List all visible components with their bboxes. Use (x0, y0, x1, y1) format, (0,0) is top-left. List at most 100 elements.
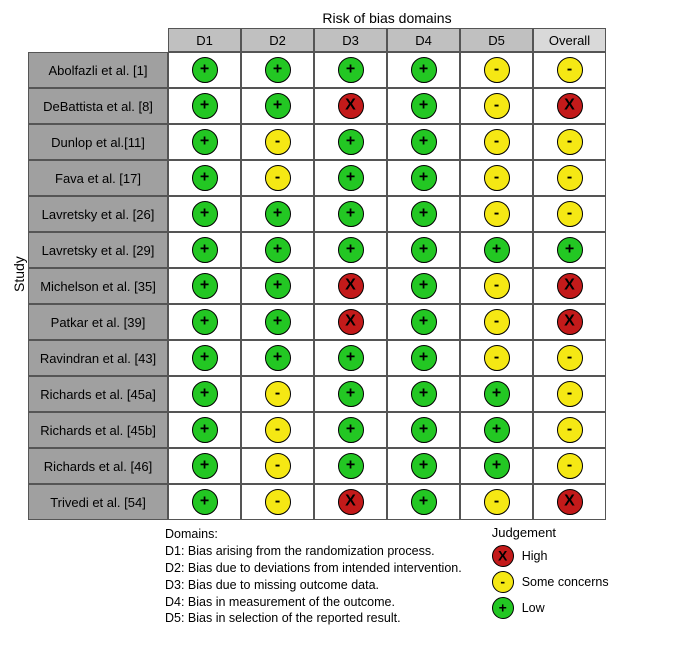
low-risk-icon: + (411, 417, 437, 443)
judgement-label: High (522, 550, 548, 563)
rating-cell: + (241, 232, 314, 268)
rating-cell: - (460, 88, 533, 124)
rating-cell: + (387, 232, 460, 268)
rating-cell: + (168, 196, 241, 232)
col-header-d5: D5 (460, 28, 533, 52)
row-header: Abolfazli et al. [1] (28, 52, 168, 88)
rating-cell: + (168, 88, 241, 124)
low-risk-icon: + (338, 201, 364, 227)
high-risk-icon: X (338, 93, 364, 119)
rating-cell: + (387, 448, 460, 484)
rating-cell: + (460, 448, 533, 484)
rating-cell: + (168, 124, 241, 160)
rating-cell: + (387, 376, 460, 412)
some-risk-icon: - (484, 201, 510, 227)
low-risk-icon: + (484, 381, 510, 407)
rating-cell: + (168, 160, 241, 196)
high-risk-icon: X (338, 489, 364, 515)
some-risk-icon: - (557, 57, 583, 83)
domain-line: D1: Bias arising from the randomization … (165, 543, 462, 560)
low-risk-icon: + (338, 129, 364, 155)
high-risk-icon: X (338, 309, 364, 335)
low-risk-icon: + (338, 453, 364, 479)
rating-cell: - (533, 52, 606, 88)
some-risk-icon: - (557, 129, 583, 155)
rating-cell: X (314, 268, 387, 304)
low-risk-icon: + (192, 489, 218, 515)
low-risk-icon: + (192, 165, 218, 191)
low-risk-icon: + (411, 489, 437, 515)
row-header: Ravindran et al. [43] (28, 340, 168, 376)
low-risk-icon: + (411, 381, 437, 407)
judgement-item: + Low (492, 597, 609, 619)
row-header: DeBattista et al. [8] (28, 88, 168, 124)
rating-cell: + (168, 412, 241, 448)
rating-cell: + (241, 304, 314, 340)
rating-cell: X (533, 484, 606, 520)
low-risk-icon: + (265, 201, 291, 227)
low-risk-icon: + (265, 345, 291, 371)
rating-cell: + (168, 340, 241, 376)
low-risk-icon: + (411, 453, 437, 479)
rating-cell: + (387, 412, 460, 448)
judgement-item: -Some concerns (492, 571, 609, 593)
rating-cell: - (533, 376, 606, 412)
rating-cell: + (314, 340, 387, 376)
col-header-d4: D4 (387, 28, 460, 52)
legend-area: Domains: D1: Bias arising from the rando… (10, 526, 609, 627)
rating-cell: + (241, 340, 314, 376)
row-header: Trivedi et al. [54] (28, 484, 168, 520)
low-risk-icon: + (192, 237, 218, 263)
low-risk-icon: + (338, 57, 364, 83)
row-header: Richards et al. [45a] (28, 376, 168, 412)
judgement-title: Judgement (492, 526, 609, 539)
low-risk-icon: + (492, 597, 514, 619)
rating-cell: + (168, 304, 241, 340)
risk-of-bias-chart: Risk of bias domainsStudyD1D2D3D4D5Overa… (10, 10, 609, 627)
rating-cell: X (533, 268, 606, 304)
low-risk-icon: + (411, 309, 437, 335)
some-risk-icon: - (557, 345, 583, 371)
some-risk-icon: - (265, 165, 291, 191)
judgement-label: Low (522, 602, 545, 615)
low-risk-icon: + (411, 237, 437, 263)
col-header-overall: Overall (533, 28, 606, 52)
rating-cell: X (533, 88, 606, 124)
col-header-d3: D3 (314, 28, 387, 52)
rating-cell: X (314, 304, 387, 340)
rating-cell: + (314, 196, 387, 232)
low-risk-icon: + (411, 93, 437, 119)
domain-line: D3: Bias due to missing outcome data. (165, 577, 462, 594)
high-risk-icon: X (557, 309, 583, 335)
low-risk-icon: + (411, 57, 437, 83)
some-risk-icon: - (265, 489, 291, 515)
low-risk-icon: + (338, 345, 364, 371)
some-risk-icon: - (265, 129, 291, 155)
some-risk-icon: - (484, 165, 510, 191)
some-risk-icon: - (484, 489, 510, 515)
high-risk-icon: X (492, 545, 514, 567)
low-risk-icon: + (192, 129, 218, 155)
high-risk-icon: X (557, 489, 583, 515)
low-risk-icon: + (557, 237, 583, 263)
rating-cell: - (241, 448, 314, 484)
columns-title: Risk of bias domains (168, 10, 606, 28)
rating-cell: + (387, 52, 460, 88)
some-risk-icon: - (265, 381, 291, 407)
low-risk-icon: + (484, 237, 510, 263)
rating-cell: + (460, 412, 533, 448)
low-risk-icon: + (338, 417, 364, 443)
row-header: Patkar et al. [39] (28, 304, 168, 340)
row-header: Lavretsky et al. [29] (28, 232, 168, 268)
rating-cell: - (460, 52, 533, 88)
low-risk-icon: + (265, 273, 291, 299)
rating-cell: + (314, 124, 387, 160)
rating-cell: X (314, 484, 387, 520)
rating-cell: X (533, 304, 606, 340)
some-risk-icon: - (484, 129, 510, 155)
some-risk-icon: - (557, 381, 583, 407)
rating-cell: + (314, 52, 387, 88)
rating-cell: + (387, 88, 460, 124)
rating-cell: - (533, 412, 606, 448)
rating-cell: - (241, 412, 314, 448)
